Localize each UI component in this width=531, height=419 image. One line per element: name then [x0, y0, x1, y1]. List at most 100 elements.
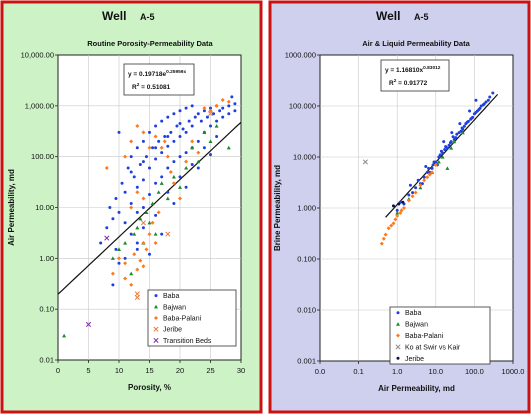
- data-point: [212, 112, 216, 116]
- r-squared-value: = 0.51081: [139, 84, 170, 91]
- data-point: [425, 170, 429, 174]
- data-point: [454, 136, 458, 140]
- data-point: [218, 109, 222, 113]
- x-tick-label: 100.0: [465, 367, 484, 376]
- data-point: [172, 112, 176, 116]
- r-squared-superscript: 2: [394, 78, 397, 84]
- data-point: [165, 231, 171, 237]
- data-point: [196, 159, 201, 164]
- r-squared-text: R2 = 0.51081: [132, 82, 171, 91]
- data-point: [477, 108, 481, 112]
- data-point: [209, 153, 212, 157]
- data-point: [190, 139, 195, 144]
- data-point: [430, 170, 435, 175]
- data-point: [171, 181, 176, 186]
- data-point: [99, 241, 103, 245]
- data-point: [184, 106, 188, 110]
- data-point: [184, 130, 188, 134]
- data-point: [199, 119, 203, 123]
- data-point: [484, 100, 488, 104]
- panel-subtitle: A-5: [140, 12, 155, 22]
- y-tick-label: 10.000: [293, 153, 316, 162]
- data-point: [62, 333, 67, 338]
- data-point: [153, 134, 158, 139]
- data-point: [202, 130, 207, 135]
- equation-exponent: 0.25959x: [166, 69, 186, 75]
- data-point: [431, 163, 435, 167]
- y-tick-label: 1,000.00: [25, 101, 54, 110]
- data-point: [156, 190, 161, 194]
- data-point: [114, 247, 118, 251]
- data-point: [138, 163, 142, 167]
- data-point: [123, 256, 127, 260]
- data-point: [129, 201, 133, 205]
- right-chart-panel: Well A-5 Air & Liquid Permeability Data 0.0…: [268, 0, 531, 414]
- data-point: [135, 267, 140, 272]
- data-point: [160, 151, 164, 155]
- data-point: [141, 241, 146, 246]
- equation-box: [380, 59, 450, 92]
- data-point: [193, 115, 197, 119]
- data-point: [209, 106, 212, 110]
- legend-marker: [154, 294, 158, 298]
- chart-title: Air & Liquid Permeability Data: [362, 39, 470, 48]
- data-point: [151, 146, 155, 150]
- trend-line: [385, 93, 499, 218]
- equation-prefix: y = 0.19718e: [128, 71, 167, 78]
- data-point: [114, 197, 118, 201]
- legend-box: [147, 289, 237, 347]
- data-point: [430, 166, 434, 170]
- data-point: [181, 127, 185, 131]
- data-point: [178, 196, 182, 201]
- data-point: [196, 150, 201, 155]
- data-point: [135, 146, 139, 150]
- legend-marker: [396, 311, 400, 315]
- data-point: [165, 196, 170, 201]
- data-point: [233, 109, 237, 113]
- data-point: [123, 276, 128, 281]
- data-point: [401, 206, 406, 210]
- data-point: [110, 256, 115, 260]
- data-point: [105, 226, 109, 230]
- series-baba: [99, 95, 237, 287]
- y-tick-label: 0.01: [39, 356, 54, 365]
- data-point: [138, 216, 143, 221]
- series-baba-palani: [104, 98, 231, 287]
- data-point: [166, 144, 170, 148]
- data-point: [117, 247, 121, 251]
- legend-label: Bajwan: [163, 304, 186, 311]
- data-point: [123, 241, 128, 245]
- data-point: [448, 141, 452, 145]
- data-point: [111, 217, 115, 221]
- equation-text: y = 1.16810x0.83012: [385, 65, 441, 74]
- y-axis-label: Brine Permeability, md: [273, 165, 282, 251]
- data-point: [481, 103, 485, 107]
- panel-title: Well: [376, 9, 400, 23]
- data-point: [135, 225, 140, 230]
- legend-label: Jeribe: [405, 356, 424, 363]
- data-point: [134, 291, 140, 297]
- x-tick-label: 20: [176, 366, 184, 375]
- x-tick-label: 10: [115, 366, 123, 375]
- data-point: [165, 154, 170, 159]
- data-point: [141, 226, 145, 230]
- data-point: [148, 252, 151, 256]
- r-squared-label: R: [132, 84, 137, 91]
- data-point: [132, 175, 136, 179]
- data-point: [424, 165, 428, 169]
- legend-label: Baba-Palani: [163, 316, 202, 323]
- data-point: [447, 143, 451, 147]
- data-point: [230, 95, 234, 99]
- data-point: [153, 241, 158, 246]
- x-tick-label: 1.0: [392, 367, 402, 376]
- data-point: [221, 106, 225, 110]
- data-point: [85, 321, 92, 328]
- y-tick-label: 0.10: [39, 305, 54, 314]
- x-tick-label: 0.0: [315, 367, 325, 376]
- data-point: [425, 175, 430, 180]
- data-point: [135, 185, 139, 189]
- data-point: [391, 204, 395, 208]
- data-point: [391, 221, 396, 226]
- data-point: [160, 175, 164, 179]
- legend-label: Baba: [163, 293, 179, 300]
